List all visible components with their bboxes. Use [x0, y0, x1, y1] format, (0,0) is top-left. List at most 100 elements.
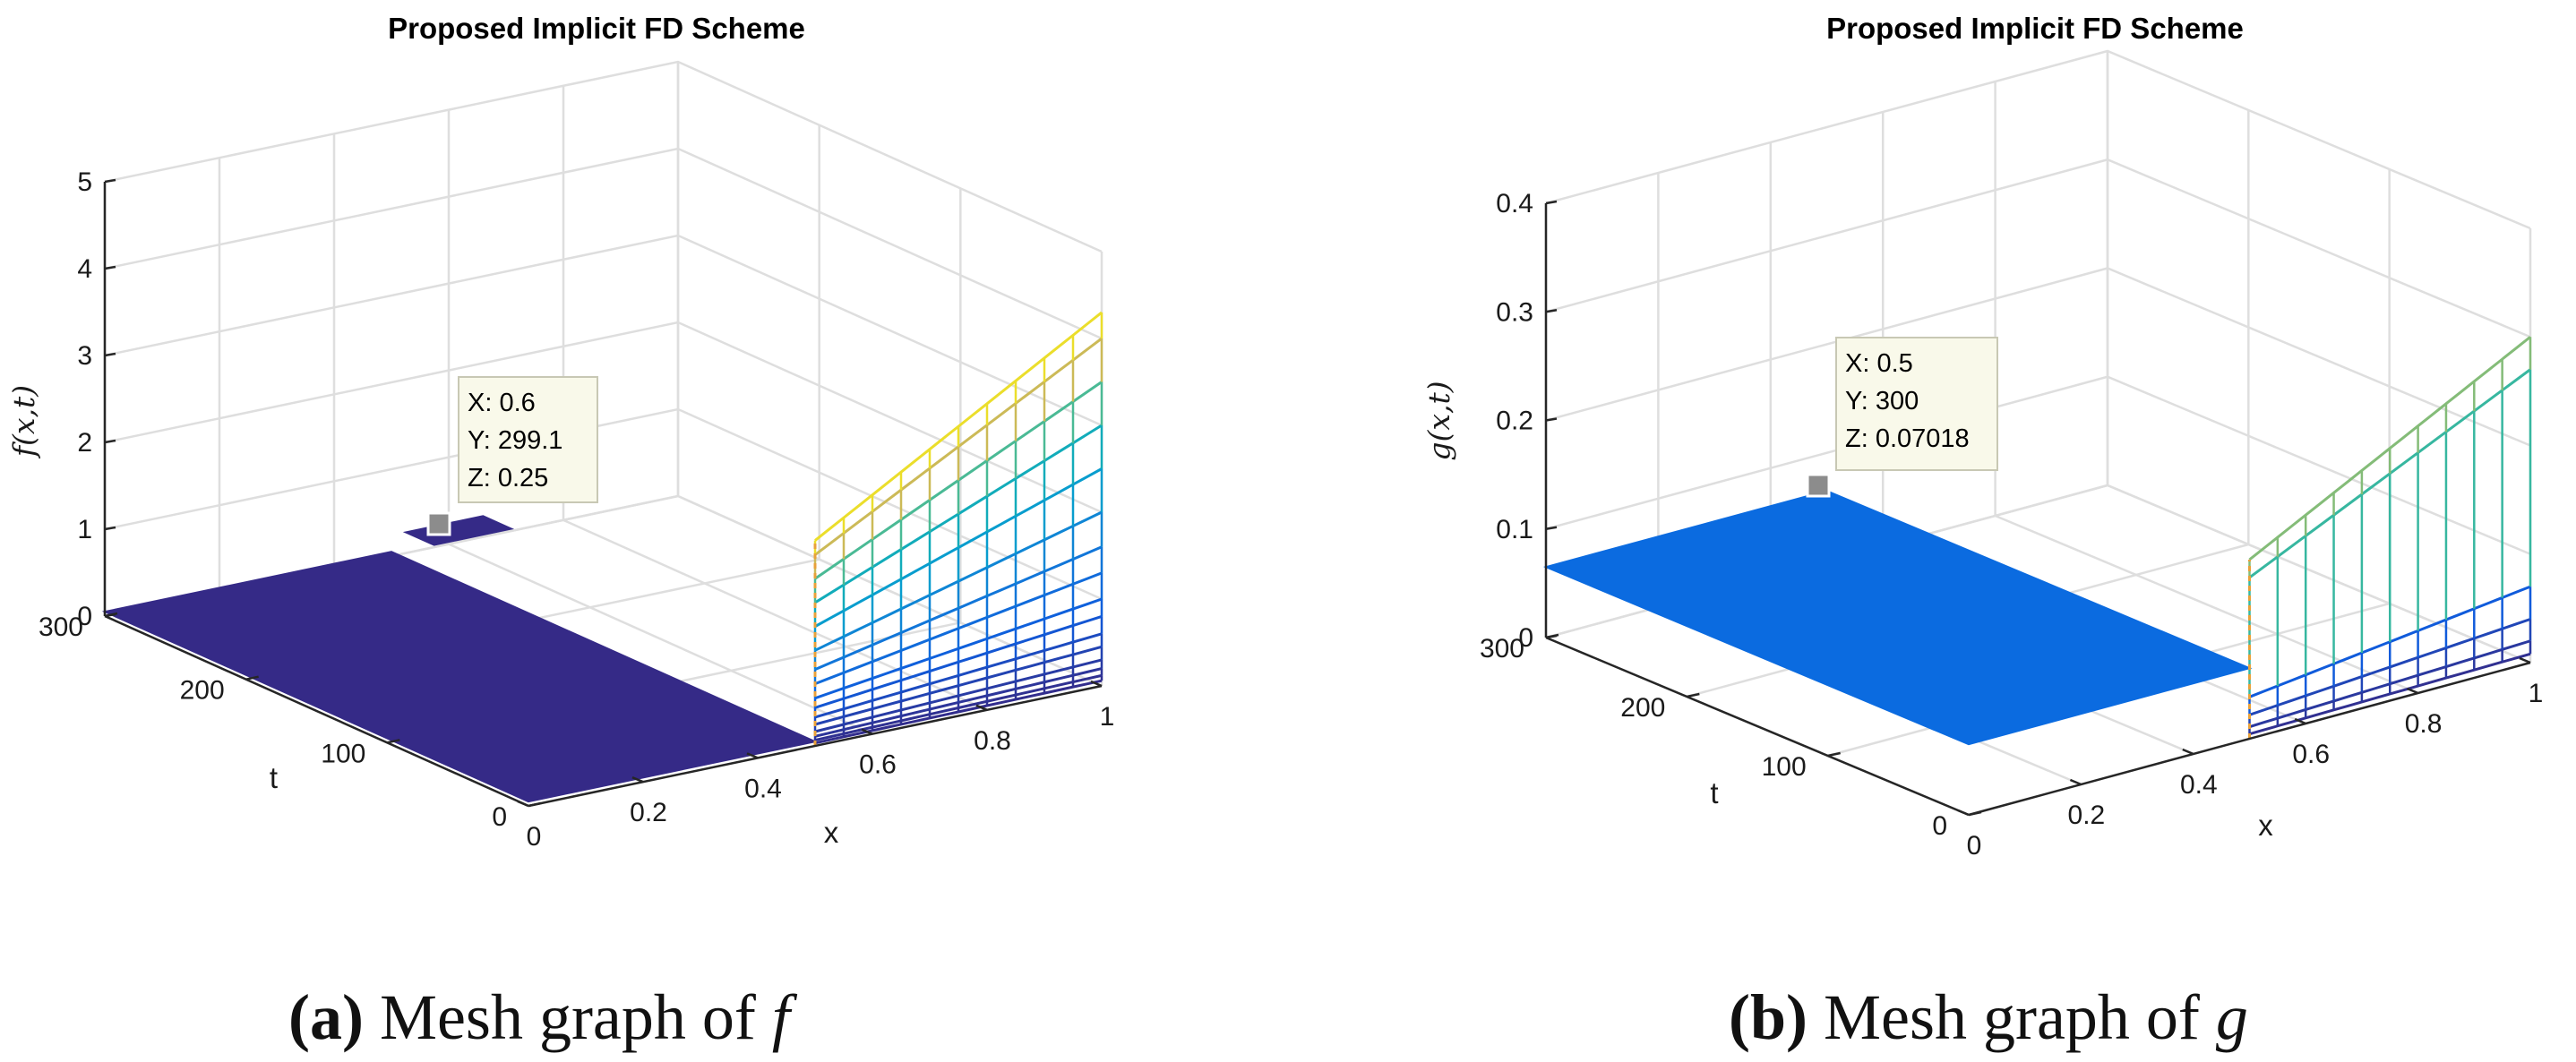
datatip-marker: [1806, 473, 1831, 498]
z-tick-label: 0.1: [1496, 515, 1533, 544]
grid-line-floor-x: [1995, 514, 2419, 695]
z-tick-mark: [1545, 200, 1558, 205]
z-tick-mark: [1545, 417, 1558, 422]
z-tick-mark: [104, 526, 116, 531]
grid-line-floor-x: [2107, 484, 2531, 664]
z-tick-label: 5: [77, 167, 92, 197]
z-axis-label: f(x,t): [6, 385, 41, 459]
x-tick-label: 0.6: [859, 750, 897, 780]
x-tick-mark: [631, 776, 644, 784]
caption-symbol: g: [2216, 981, 2248, 1053]
grid-line-floor-x: [562, 518, 988, 711]
grid-line-z: [1545, 49, 2531, 230]
t-tick-mark: [528, 801, 542, 808]
x-tick-label: 0: [1967, 831, 1982, 861]
z-tick-mark: [104, 265, 116, 270]
z-axis-label: g(x,t): [1421, 381, 1456, 460]
x-tick-label: 0.6: [2292, 740, 2330, 769]
t-tick-mark: [1827, 751, 1841, 758]
t-axis-line: [104, 614, 529, 808]
z-tick-label: 4: [77, 254, 92, 284]
x-tick-label: 0.2: [630, 798, 667, 827]
caption-symbol: f: [772, 981, 798, 1053]
datatip-line: Y: 299.1: [468, 426, 562, 455]
z-tick-mark: [104, 352, 116, 357]
grid-line-z: [104, 147, 1103, 340]
t-tick-mark: [245, 675, 259, 681]
t-tick-label: 300: [1480, 634, 1524, 664]
grid-line-z: [1545, 158, 2531, 338]
t-tick-label: 100: [321, 739, 365, 768]
t-axis-label: t: [1710, 776, 1718, 809]
datatip-line: Y: 300: [1845, 387, 1919, 415]
x-tick-mark: [2294, 717, 2306, 725]
x-tick-mark: [517, 800, 529, 808]
x-axis-line: [528, 684, 1103, 808]
z-tick-label: 3: [77, 341, 92, 371]
z-tick-mark: [1545, 309, 1558, 313]
x-tick-mark: [1957, 809, 1970, 817]
t-tick-label: 100: [1762, 752, 1807, 782]
grid-line-z: [104, 321, 1103, 514]
z-tick-label: 0.4: [1496, 189, 1533, 218]
grid-line-floor-x: [448, 543, 873, 735]
z-tick-label: 1: [77, 515, 92, 544]
grid-line-z: [1545, 267, 2531, 447]
x-tick-label: 0.8: [974, 726, 1011, 756]
x-tick-label: 0.2: [2068, 801, 2106, 830]
z-tick-label: 0: [1518, 623, 1533, 653]
x-tick-mark: [2069, 778, 2082, 786]
t-tick-mark: [1687, 692, 1700, 698]
t-tick-mark: [387, 739, 400, 744]
caption-text: Mesh graph of: [1807, 981, 2216, 1053]
panel-a: Proposed Implicit FD Scheme 0 1 2 3 4 5 0 100 200…: [6, 12, 1114, 1053]
t-tick-label: 200: [180, 676, 225, 706]
x-tick-mark: [1090, 680, 1103, 688]
z-tick-label: 0.2: [1496, 407, 1533, 436]
x-axis-label: x: [2258, 809, 2273, 842]
chart-title: Proposed Implicit FD Scheme: [388, 12, 805, 45]
datatip-line: X: 0.5: [1845, 349, 1913, 378]
grid-line-floor-x: [677, 494, 1103, 688]
caption: (a) Mesh graph of f: [288, 981, 798, 1053]
caption: (b) Mesh graph of g: [1729, 981, 2248, 1053]
caption-text: Mesh graph of: [364, 981, 772, 1053]
grid-line-z: [104, 234, 1103, 427]
x-tick-mark: [2407, 687, 2419, 695]
x-tick-label: 0.4: [2180, 770, 2218, 800]
t-tick-label: 200: [1620, 693, 1665, 723]
x-tick-mark: [2519, 656, 2531, 664]
x-tick-label: 1: [1100, 702, 1115, 732]
caption-tag: (b): [1729, 981, 1807, 1053]
x-tick-mark: [746, 752, 759, 759]
panel-b: Proposed Implicit FD Scheme 0 0.1 0.2 0.3 0.4…: [1421, 12, 2543, 1053]
datatip-box: [458, 376, 598, 503]
caption-tag: (a): [288, 981, 364, 1053]
surface-ridge: [402, 515, 515, 546]
z-tick-mark: [104, 439, 116, 444]
z-tick-mark: [1545, 526, 1558, 530]
datatip-line: X: 0.6: [468, 389, 536, 417]
grid-line-z: [104, 407, 1103, 601]
datatip-line: Z: 0.25: [468, 464, 548, 492]
datatip-box: [1835, 337, 1998, 471]
x-tick-label: 0: [527, 822, 542, 852]
x-axis-label: x: [824, 816, 839, 849]
x-tick-mark: [975, 704, 988, 711]
z-tick-label: 2: [77, 428, 92, 458]
t-axis-label: t: [270, 761, 278, 794]
chart-title: Proposed Implicit FD Scheme: [1826, 12, 2244, 45]
t-axis-line: [1545, 636, 1970, 817]
x-axis-line: [1968, 661, 2531, 817]
z-tick-label: 0: [77, 602, 92, 631]
z-tick-mark: [104, 178, 116, 184]
t-tick-mark: [104, 612, 118, 618]
x-tick-label: 1: [2529, 679, 2544, 708]
x-tick-label: 0.8: [2405, 709, 2443, 739]
z-tick-label: 0.3: [1496, 297, 1533, 327]
x-tick-label: 0.4: [744, 774, 782, 803]
t-tick-label: 0: [1932, 811, 1947, 841]
x-tick-mark: [2182, 748, 2194, 756]
surface-flat-region: [101, 551, 819, 803]
